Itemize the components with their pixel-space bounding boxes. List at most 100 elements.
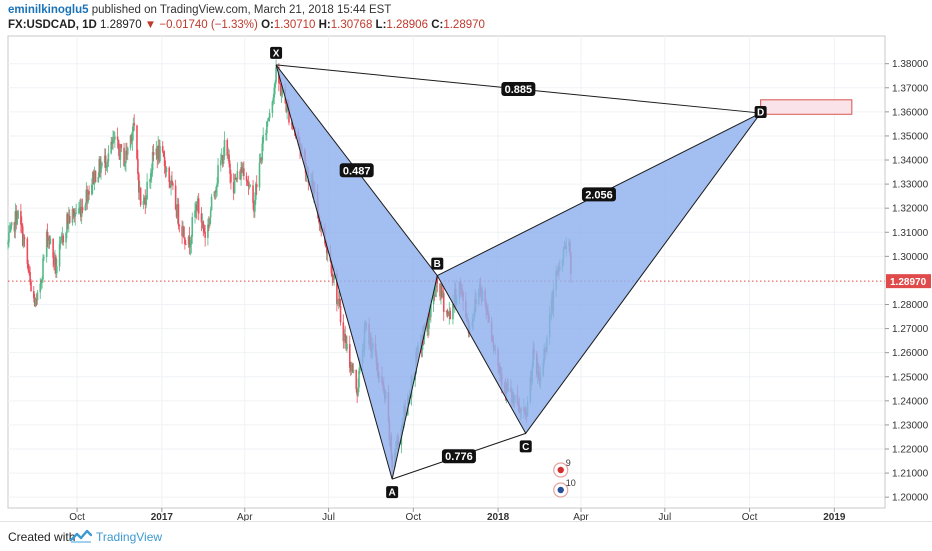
candle-body[interactable] <box>345 336 347 350</box>
candle-body[interactable] <box>139 187 142 205</box>
candle-body[interactable] <box>255 184 257 200</box>
candle-body[interactable] <box>430 304 432 318</box>
candle-body[interactable] <box>62 235 65 243</box>
candle-body[interactable] <box>273 87 276 98</box>
candle-body[interactable] <box>126 150 128 155</box>
candle-body[interactable] <box>97 176 100 183</box>
candle-body[interactable] <box>255 184 258 188</box>
candle-body[interactable] <box>22 237 25 246</box>
candle-body[interactable] <box>131 131 134 142</box>
candle-body[interactable] <box>84 204 87 211</box>
target-zone[interactable] <box>760 99 853 115</box>
candle-body[interactable] <box>249 185 252 187</box>
candle-body[interactable] <box>10 222 13 226</box>
candle-body[interactable] <box>61 235 64 237</box>
candle-body[interactable] <box>445 310 448 312</box>
candle-body[interactable] <box>41 279 43 281</box>
candle-body[interactable] <box>150 170 153 174</box>
candle-body[interactable] <box>68 215 70 224</box>
candle-body[interactable] <box>272 97 275 102</box>
candle-body[interactable] <box>195 204 197 211</box>
candle-body[interactable] <box>53 257 55 265</box>
candle-body[interactable] <box>350 364 353 371</box>
candle-body[interactable] <box>136 125 138 159</box>
candle-body[interactable] <box>66 214 68 233</box>
candle-body[interactable] <box>100 165 102 173</box>
candle-body[interactable] <box>230 173 232 183</box>
candle-body[interactable] <box>290 122 293 125</box>
candle-body[interactable] <box>143 197 146 202</box>
candle-body[interactable] <box>339 305 342 323</box>
candle-body[interactable] <box>75 213 77 214</box>
candle-body[interactable] <box>343 333 346 342</box>
candle-body[interactable] <box>152 152 155 156</box>
candle-body[interactable] <box>266 121 268 134</box>
candle-body[interactable] <box>236 171 239 180</box>
candle-body[interactable] <box>149 179 151 182</box>
candle-body[interactable] <box>330 261 333 274</box>
candle-body[interactable] <box>442 292 445 312</box>
candle-body[interactable] <box>107 153 110 162</box>
candle-body[interactable] <box>260 157 263 161</box>
candle-body[interactable] <box>220 155 223 161</box>
candle-body[interactable] <box>60 236 63 241</box>
candle-body[interactable] <box>207 224 209 238</box>
candle-body[interactable] <box>181 226 183 236</box>
candle-body[interactable] <box>442 292 444 297</box>
candle-body[interactable] <box>227 154 229 156</box>
candle-body[interactable] <box>228 154 230 164</box>
candle-body[interactable] <box>268 112 271 119</box>
candle-body[interactable] <box>130 135 133 142</box>
candle-body[interactable] <box>21 224 23 227</box>
candle-body[interactable] <box>99 159 101 173</box>
candle-body[interactable] <box>156 148 159 159</box>
candle-body[interactable] <box>172 183 174 186</box>
candle-body[interactable] <box>56 266 58 274</box>
candle-body[interactable] <box>29 272 31 282</box>
candle-body[interactable] <box>36 292 39 301</box>
candle-body[interactable] <box>203 227 206 233</box>
candle-body[interactable] <box>235 178 238 180</box>
candle-body[interactable] <box>178 225 181 227</box>
candle-body[interactable] <box>336 273 338 305</box>
candle-body[interactable] <box>94 170 97 183</box>
candle-body[interactable] <box>261 143 264 161</box>
candle-body[interactable] <box>221 155 224 164</box>
price-chart[interactable]: 910 1.380001.370001.360001.350001.340001… <box>0 0 932 521</box>
candle-body[interactable] <box>271 101 274 113</box>
candle-body[interactable] <box>191 217 194 237</box>
candle-body[interactable] <box>39 284 42 293</box>
candle-body[interactable] <box>138 187 141 193</box>
candle-body[interactable] <box>98 159 101 177</box>
candle-body[interactable] <box>197 198 200 214</box>
candle-body[interactable] <box>123 147 125 167</box>
candle-body[interactable] <box>432 294 435 305</box>
candle-body[interactable] <box>188 236 191 248</box>
candle-body[interactable] <box>15 211 18 225</box>
candle-body[interactable] <box>168 167 171 183</box>
candle-body[interactable] <box>232 182 235 194</box>
candle-body[interactable] <box>336 300 339 305</box>
candle-body[interactable] <box>68 215 71 223</box>
candle-body[interactable] <box>355 369 358 390</box>
candle-body[interactable] <box>67 214 69 224</box>
candle-body[interactable] <box>105 166 108 168</box>
candle-body[interactable] <box>65 232 67 243</box>
candle-body[interactable] <box>452 303 454 320</box>
candle-body[interactable] <box>183 226 185 238</box>
candle-body[interactable] <box>104 155 107 168</box>
candle-body[interactable] <box>434 287 437 297</box>
candle-body[interactable] <box>216 183 218 188</box>
candle-body[interactable] <box>144 197 147 206</box>
candle-body[interactable] <box>138 173 140 193</box>
candle-body[interactable] <box>208 217 211 226</box>
candle-body[interactable] <box>241 167 243 173</box>
candle-body[interactable] <box>344 333 346 337</box>
candle-body[interactable] <box>285 103 288 112</box>
candle-body[interactable] <box>342 322 345 342</box>
candle-body[interactable] <box>349 367 352 371</box>
candle-body[interactable] <box>184 244 187 246</box>
candle-body[interactable] <box>120 144 123 148</box>
candle-body[interactable] <box>447 313 450 316</box>
candle-body[interactable] <box>187 236 190 245</box>
